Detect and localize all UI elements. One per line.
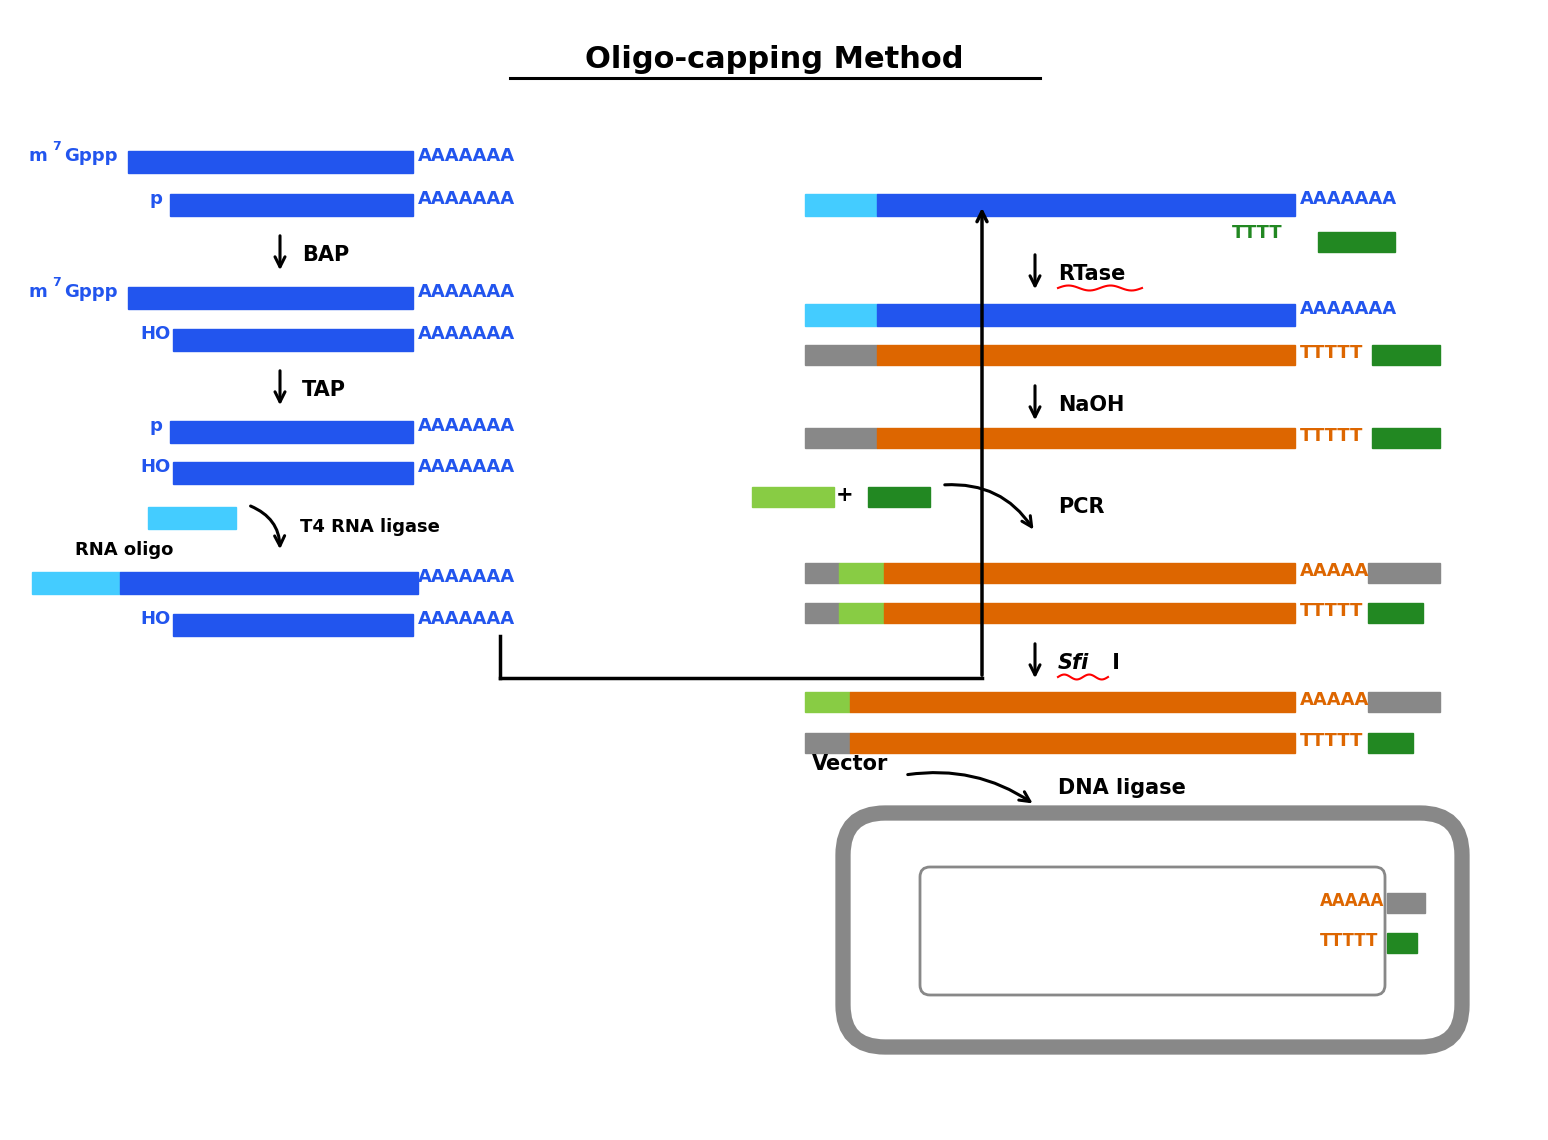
Bar: [1372, 428, 1440, 448]
Bar: [981, 893, 1317, 913]
Text: TTTTT: TTTTT: [1300, 602, 1364, 620]
Text: AAAAAAA: AAAAAAA: [418, 568, 515, 586]
Bar: [1368, 733, 1413, 754]
Text: TTTTT: TTTTT: [1300, 732, 1364, 750]
Text: RNA oligo: RNA oligo: [74, 542, 173, 559]
Bar: [805, 733, 850, 754]
Text: p: p: [150, 190, 163, 207]
Text: AAAAAAA: AAAAAAA: [418, 283, 515, 301]
Bar: [752, 487, 834, 507]
Text: AAAAAAA: AAAAAAA: [418, 458, 515, 477]
Bar: [805, 304, 878, 326]
Bar: [173, 462, 413, 484]
Bar: [850, 692, 1296, 712]
Text: TTTT: TTTT: [1232, 223, 1283, 242]
Bar: [173, 614, 413, 636]
Bar: [1372, 345, 1440, 365]
Text: m: m: [28, 147, 46, 165]
Bar: [1368, 603, 1423, 622]
Bar: [878, 304, 1296, 326]
Text: TTTTT: TTTTT: [1300, 344, 1364, 363]
Text: AAAAAAA: AAAAAAA: [418, 417, 515, 435]
Bar: [128, 150, 413, 173]
Bar: [149, 507, 235, 529]
FancyBboxPatch shape: [920, 868, 1385, 995]
Bar: [128, 287, 413, 309]
Bar: [839, 563, 884, 583]
Bar: [839, 603, 884, 622]
Text: AAAAA: AAAAA: [1300, 562, 1370, 580]
Bar: [1368, 692, 1440, 712]
Bar: [1317, 233, 1395, 252]
Text: AAAAAAA: AAAAAAA: [418, 190, 515, 207]
FancyBboxPatch shape: [844, 813, 1461, 1047]
Bar: [173, 329, 413, 351]
Text: BAP: BAP: [302, 245, 350, 264]
Bar: [884, 563, 1296, 583]
Bar: [868, 487, 930, 507]
Text: T4 RNA ligase: T4 RNA ligase: [300, 518, 440, 536]
Text: AAAAAAA: AAAAAAA: [1300, 300, 1398, 318]
Bar: [121, 572, 418, 594]
Text: AAAAAAA: AAAAAAA: [418, 610, 515, 628]
Text: AAAAAAA: AAAAAAA: [418, 325, 515, 343]
Text: NaOH: NaOH: [1057, 394, 1124, 415]
Text: p: p: [150, 417, 163, 435]
Bar: [805, 345, 878, 365]
Text: TTTTT: TTTTT: [1300, 428, 1364, 445]
Text: HO: HO: [139, 610, 170, 628]
Bar: [981, 933, 1317, 953]
Bar: [805, 603, 839, 622]
Bar: [170, 194, 413, 215]
Text: HO: HO: [139, 458, 170, 477]
Text: 7: 7: [53, 276, 60, 288]
Text: AAAAAAA: AAAAAAA: [418, 147, 515, 165]
Bar: [805, 692, 850, 712]
Text: Oligo-capping Method: Oligo-capping Method: [585, 44, 963, 74]
Text: AAAAA: AAAAA: [1320, 891, 1384, 910]
Bar: [170, 421, 413, 443]
Text: m: m: [28, 283, 46, 301]
Bar: [33, 572, 121, 594]
Text: I: I: [1105, 653, 1119, 673]
Bar: [878, 345, 1296, 365]
Bar: [1387, 893, 1426, 913]
Bar: [884, 603, 1296, 622]
Text: Gppp: Gppp: [63, 283, 118, 301]
Text: PCR: PCR: [1057, 497, 1105, 518]
Bar: [805, 563, 839, 583]
Text: DNA ligase: DNA ligase: [1057, 777, 1186, 798]
Bar: [943, 933, 981, 953]
Text: Vector: Vector: [813, 754, 889, 774]
Bar: [943, 893, 981, 913]
Text: Sfi: Sfi: [1057, 653, 1090, 673]
Text: AAAAAAA: AAAAAAA: [1300, 190, 1398, 207]
Text: RTase: RTase: [1057, 264, 1125, 284]
Text: TTTTT: TTTTT: [1320, 933, 1378, 950]
Bar: [1368, 563, 1440, 583]
Bar: [850, 733, 1296, 754]
Text: TAP: TAP: [302, 380, 347, 400]
Text: +: +: [836, 484, 854, 505]
Text: 7: 7: [53, 139, 60, 153]
Bar: [1387, 933, 1416, 953]
Bar: [878, 428, 1296, 448]
Text: HO: HO: [139, 325, 170, 343]
Bar: [805, 194, 878, 215]
Text: Gppp: Gppp: [63, 147, 118, 165]
Bar: [878, 194, 1296, 215]
Text: AAAAA: AAAAA: [1300, 691, 1370, 709]
Bar: [805, 428, 878, 448]
